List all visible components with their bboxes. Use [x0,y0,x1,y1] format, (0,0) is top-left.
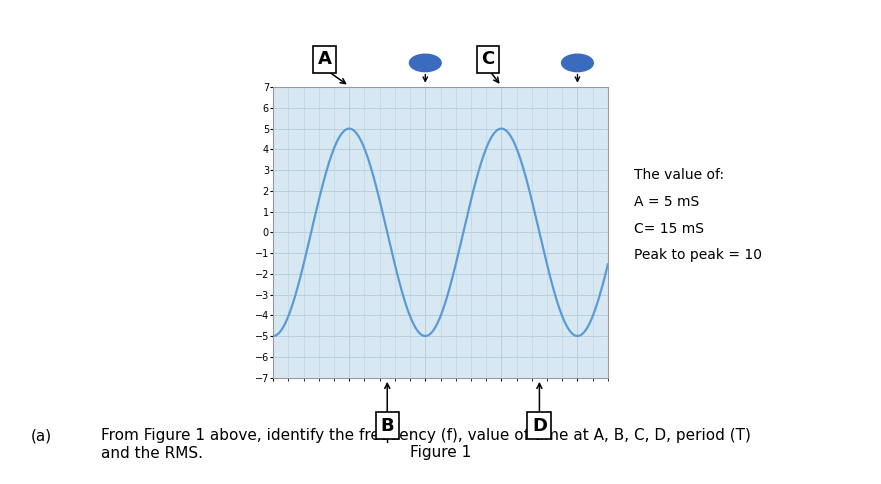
Text: B: B [381,417,394,435]
Text: C: C [482,50,495,68]
Text: The value of:: The value of: [634,168,724,182]
Text: A: A [317,50,331,68]
Text: Peak to peak = 10: Peak to peak = 10 [634,248,762,262]
Text: Figure 1: Figure 1 [410,445,471,460]
Text: (a): (a) [31,428,52,443]
Text: From Figure 1 above, identify the frequency (f), value of time at A, B, C, D, pe: From Figure 1 above, identify the freque… [101,428,751,461]
Text: C= 15 mS: C= 15 mS [634,222,704,236]
Text: D: D [532,417,547,435]
Text: A = 5 mS: A = 5 mS [634,195,700,209]
